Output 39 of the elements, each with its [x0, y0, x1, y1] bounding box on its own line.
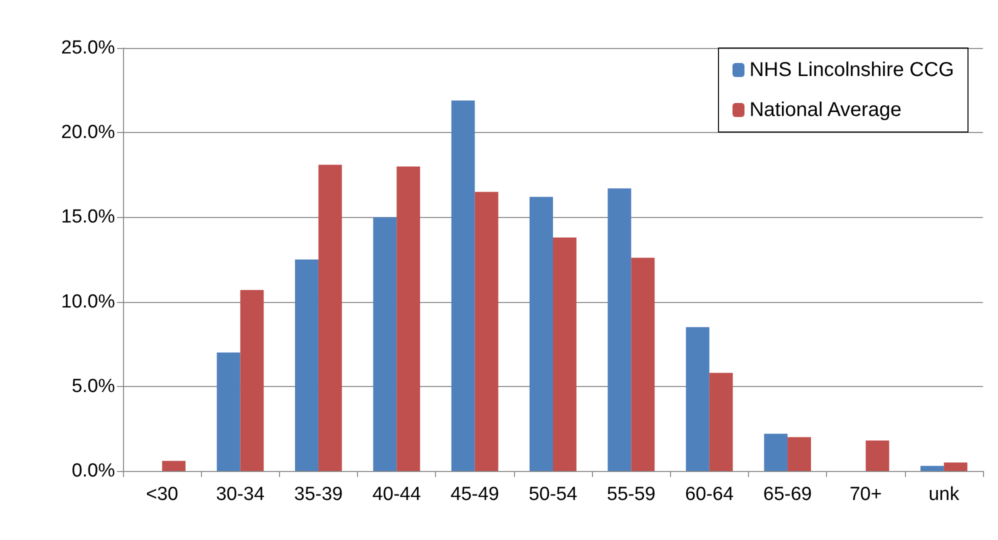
- legend-label: National Average: [749, 99, 902, 121]
- x-tick-label: <30: [146, 484, 178, 505]
- x-tick-label: 45-49: [450, 484, 500, 505]
- bar: [216, 352, 240, 471]
- x-tick-label: 55-59: [606, 484, 656, 505]
- x-tick-label: 60-64: [685, 484, 734, 505]
- bar: [318, 164, 342, 471]
- y-tick-label: 10.0%: [61, 291, 116, 312]
- bar: [608, 188, 632, 471]
- bar: [686, 327, 710, 471]
- y-tick-label: 25.0%: [61, 38, 116, 58]
- x-tick-label: 30-34: [216, 484, 265, 505]
- bar: [474, 192, 498, 471]
- y-tick-label: 15.0%: [61, 206, 116, 228]
- bar: [295, 260, 318, 471]
- bar: [631, 258, 655, 471]
- legend-label: NHS Lincolnshire CCG: [749, 59, 954, 81]
- x-tick-label: 35-39: [294, 484, 343, 505]
- x-tick-label: 70+: [850, 484, 882, 505]
- bar: [709, 372, 733, 471]
- y-tick-label: 0.0%: [72, 460, 116, 482]
- x-tick-label: 65-69: [763, 484, 812, 505]
- bar: [764, 434, 788, 471]
- bar: [240, 290, 264, 471]
- bar: [553, 238, 576, 471]
- y-tick-label: 20.0%: [61, 122, 116, 144]
- y-tick-label: 5.0%: [72, 376, 116, 397]
- x-tick-label: 50-54: [528, 484, 578, 505]
- bar: [866, 440, 890, 471]
- bar: [396, 166, 420, 471]
- bar: [530, 196, 553, 471]
- x-tick-label: unk: [928, 484, 960, 505]
- bar: [162, 460, 186, 471]
- bar: [788, 437, 811, 471]
- bar: [373, 217, 397, 471]
- bar: [944, 462, 968, 471]
- x-tick-label: 40-44: [372, 484, 422, 505]
- bar: [920, 466, 944, 471]
- bar: [451, 100, 475, 471]
